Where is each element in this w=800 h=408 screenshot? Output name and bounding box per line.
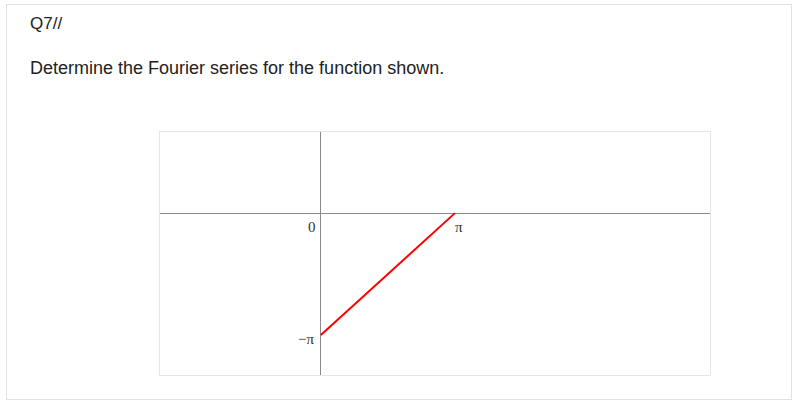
svg-text:−π: −π — [298, 331, 314, 347]
html-text:Q7//: Q7// — [30, 14, 63, 33]
svg-text:0: 0 — [308, 219, 316, 235]
html-text:Determine the Fourier series f: Determine the Fourier series for the fun… — [30, 58, 445, 78]
svg-text:π: π — [455, 219, 463, 235]
